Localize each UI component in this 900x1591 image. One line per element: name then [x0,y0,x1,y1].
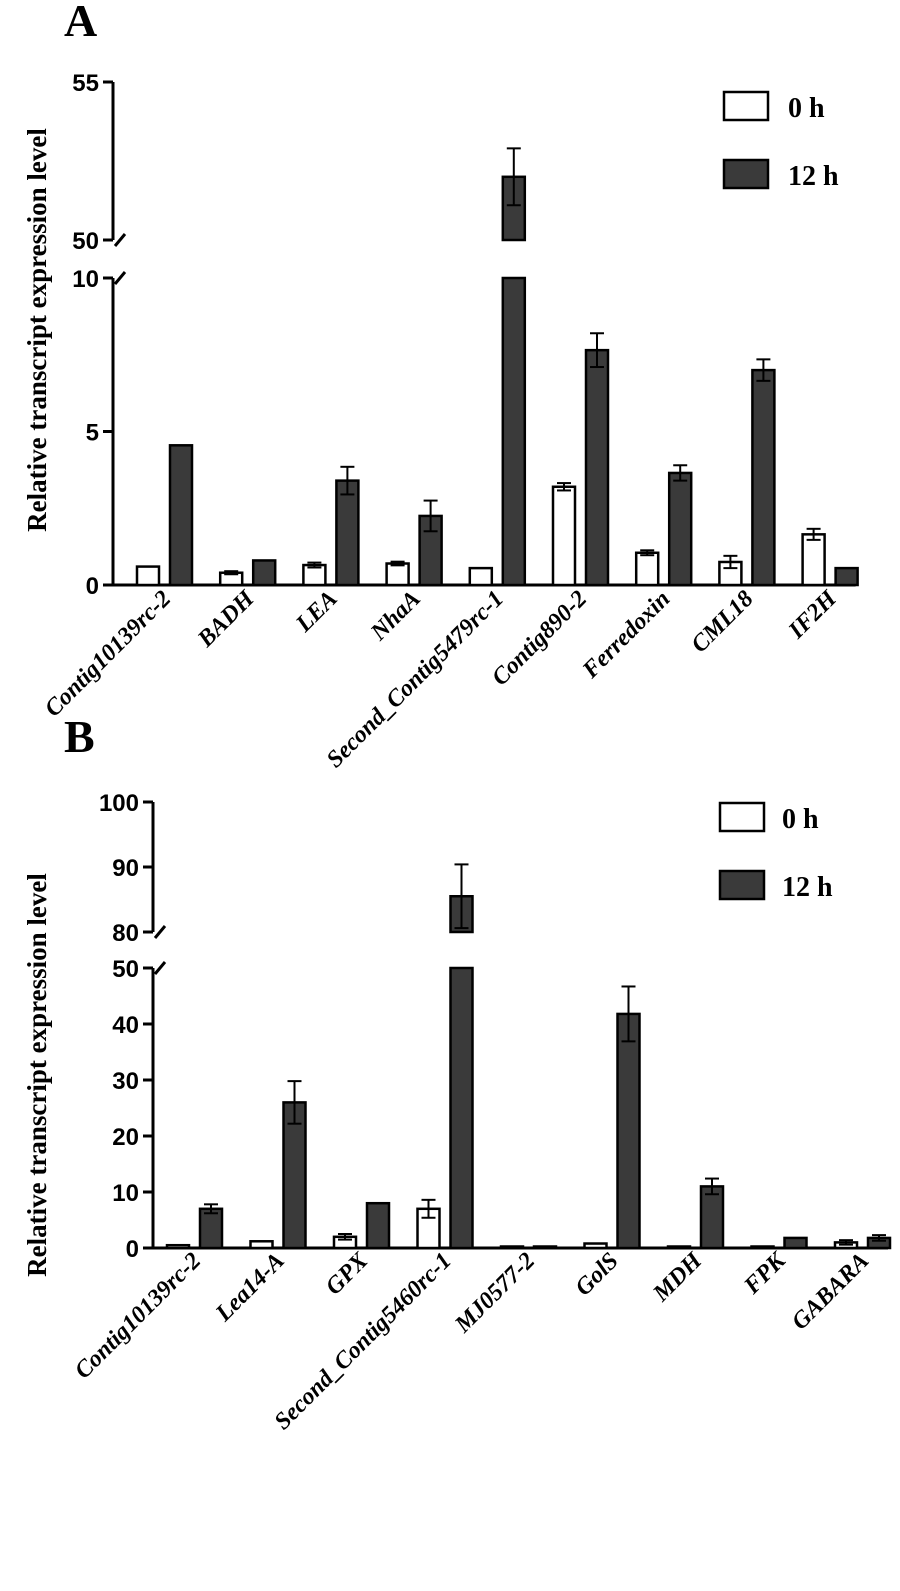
bar-12h [699,1185,725,1250]
bar-12h [532,1245,558,1250]
legend-label-0h: 0 h [788,93,825,124]
bar-12h [616,1012,641,1250]
bar-12h [783,1236,808,1250]
legend-label-12h: 12 h [788,161,839,192]
legend-swatch-0h [722,90,770,122]
bar-0h [750,1245,775,1250]
category-label: GABARA [787,1248,874,1335]
panel-a-bars [135,147,859,587]
bar-12h [198,1207,224,1250]
bar-0h [468,566,494,587]
bar-0h [801,533,826,587]
axis-break-mark [113,271,127,285]
bar-0h [551,485,577,587]
y-tick-label: 5 [86,420,99,447]
category-label: Lea14-A [210,1248,289,1327]
legend-swatch-0h [718,801,766,833]
category-label: MDH [648,1247,709,1308]
y-tick-label: 0 [126,1236,139,1263]
category-label: GPX [321,1247,374,1300]
y-tick-label: 90 [112,855,139,882]
y-tick-label: 10 [72,266,99,293]
panel-a: A Relative transcript expression level 0… [22,0,859,773]
panel-a-category-labels: Contig10139rc-2 BADH LEA NhaASecond_Contig5… [40,585,843,773]
bar-12h [251,559,277,587]
category-label: MJ0577-2 [449,1248,540,1339]
category-label: GolS [570,1248,623,1301]
category-label: NhaA [365,586,426,647]
y-tick-label: 20 [112,1124,139,1151]
legend-swatch-12h [718,869,766,901]
bar-0h [499,1245,525,1250]
legend-label-0h: 0 h [782,804,819,835]
y-tick-label: 50 [72,228,99,255]
category-label: FPK [739,1246,793,1300]
y-tick-label: 30 [112,1068,139,1095]
axis-break-mark [153,925,167,939]
panel-a-letter: A [64,0,97,46]
y-tick-label: 80 [112,920,139,947]
category-label: Contig10139rc-2 [40,586,176,722]
bar-12h-lower [501,276,527,587]
bar-0h [249,1240,274,1250]
category-label: CML18 [687,586,759,658]
panel-a-legend: 0 h 12 h [722,90,839,192]
legend-swatch-12h [722,158,770,190]
category-label: LEA [291,586,343,638]
bar-12h [335,479,360,587]
y-tick-label: 10 [112,1180,139,1207]
panel-b-axes: 0 10 20 30 40 50 80 90 100 [99,790,888,1263]
panel-a-y-axis-label: Relative transcript expression level [22,128,52,532]
y-tick-label: 40 [112,1012,139,1039]
axis-break-mark [153,961,167,975]
axis-break-mark [113,233,127,247]
bar-0h [666,1245,692,1250]
panel-b-legend: 0 h 12 h [718,801,833,903]
panel-b-category-labels: Contig10139rc-2 Lea14-A GPXSecond_Contig54… [70,1246,874,1435]
bar-0h [634,551,660,587]
panel-b-letter: B [64,711,95,762]
bar-12h [751,368,776,587]
y-tick-label: 50 [112,956,139,983]
bar-12h [667,471,693,587]
category-label: Ferredoxin [577,586,675,684]
legend-label-12h: 12 h [782,872,833,903]
bar-12h [365,1201,391,1250]
panel-b-y-axis-label: Relative transcript expression level [22,873,52,1277]
category-label: Contig10139rc-2 [70,1248,206,1384]
bar-0h [385,562,410,587]
bar-0h [165,1243,191,1250]
panel-b: B Relative transcript expression level 0… [22,711,892,1435]
y-tick-label: 0 [86,573,99,600]
panel-b-bars [165,863,892,1250]
bar-0h [135,565,161,587]
bar-12h [584,348,610,587]
category-label: IF2H [783,585,843,645]
bar-0h [583,1242,608,1250]
bar-12h [168,444,194,587]
y-tick-label: 55 [72,70,99,97]
bar-12h-lower [449,966,474,1250]
bar-12h [834,566,859,587]
category-label: BADH [192,585,260,653]
y-tick-label: 100 [99,790,139,817]
